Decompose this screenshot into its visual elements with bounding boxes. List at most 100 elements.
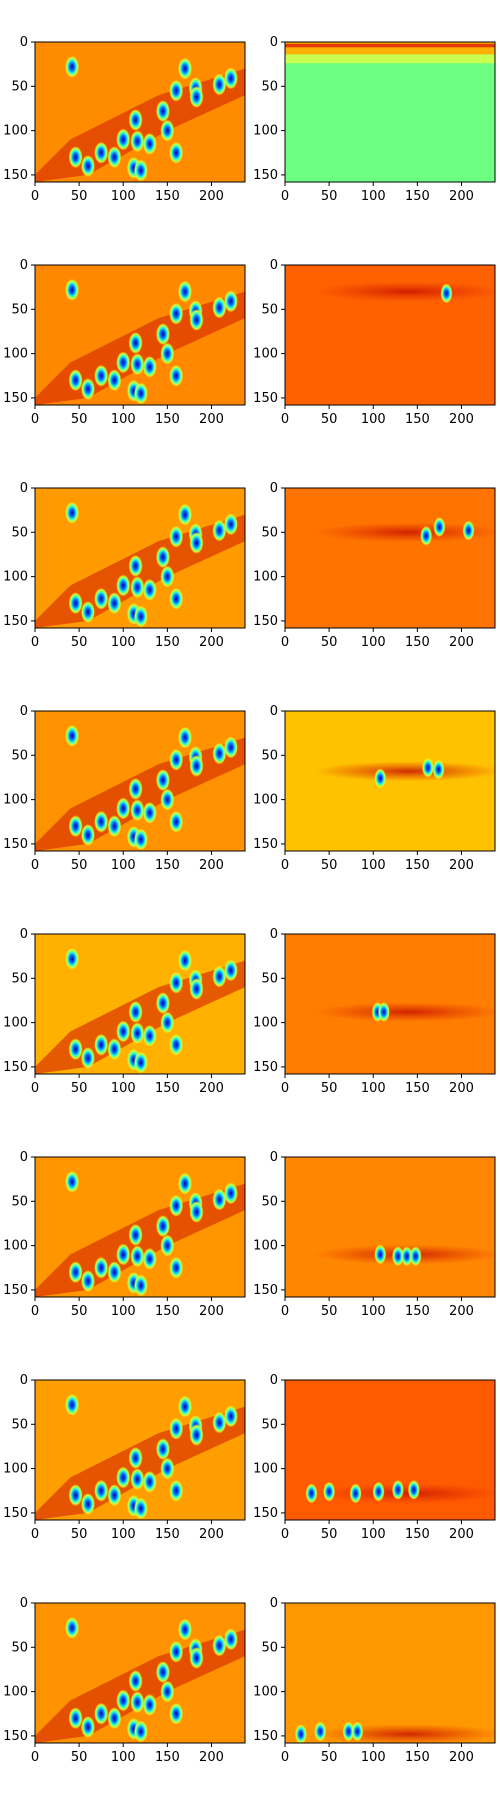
heatmap-band <box>314 761 495 782</box>
heatmap-band <box>314 522 495 543</box>
x-tick-label: 100 <box>111 1527 136 1542</box>
heatmap-blob <box>169 364 184 387</box>
heatmap-blob <box>133 1497 148 1520</box>
heatmap-image <box>285 488 495 628</box>
heatmap-blob <box>349 1483 362 1504</box>
heatmap-blob <box>133 382 148 405</box>
y-tick-label: 0 <box>270 258 278 273</box>
heatmap-blob <box>160 1011 175 1034</box>
y-tick-label: 50 <box>261 525 278 540</box>
y-tick-label: 50 <box>261 1640 278 1655</box>
heatmap-panel-r5-c2: 0 50 100 150 200 0 50 100 150 <box>253 927 496 1096</box>
heatmap-blob <box>294 1724 307 1743</box>
heatmap-blob <box>133 1720 148 1743</box>
x-tick-label: 150 <box>405 635 430 650</box>
y-tick-label: 50 <box>11 971 28 986</box>
heatmap-panel-r3-c2: 0 50 100 150 200 0 50 100 150 <box>253 481 496 650</box>
heatmap-blob <box>155 992 170 1015</box>
x-tick-label: 150 <box>155 1304 180 1319</box>
heatmap-blob <box>155 1661 170 1684</box>
axes-frame <box>284 1602 496 1744</box>
y-tick-label: 150 <box>253 837 278 852</box>
y-tick-label: 150 <box>253 168 278 183</box>
heatmap-blob <box>432 759 445 780</box>
x-tick-label: 0 <box>281 189 289 204</box>
x-tick-label: 150 <box>405 1304 430 1319</box>
heatmap-panel-r4-c1: 0 50 100 150 200 0 50 100 150 <box>3 704 246 873</box>
x-tick-label: 50 <box>321 635 338 650</box>
heatmap-blob <box>107 1484 122 1507</box>
x-tick-label: 100 <box>361 858 386 873</box>
y-tick-label: 50 <box>11 302 28 317</box>
heatmap-blob <box>80 155 95 178</box>
heatmap-blob <box>169 141 184 164</box>
heatmap-blob <box>169 1033 184 1056</box>
heatmap-blob <box>400 1246 413 1267</box>
heatmap-blob <box>68 815 83 838</box>
x-tick-label: 0 <box>281 1304 289 1319</box>
x-tick-label: 50 <box>321 858 338 873</box>
heatmap-blob <box>160 342 175 365</box>
y-tick-label: 50 <box>261 1417 278 1432</box>
x-tick-label: 0 <box>281 1527 289 1542</box>
y-tick-label: 0 <box>20 927 28 942</box>
heatmap-blob <box>178 726 192 749</box>
y-tick-label: 50 <box>11 79 28 94</box>
heatmap-image <box>35 1380 245 1520</box>
heatmap-blob <box>142 1024 157 1047</box>
heatmap-blob <box>68 369 83 392</box>
heatmap-blob <box>420 525 433 546</box>
x-tick-label: 100 <box>111 189 136 204</box>
x-tick-label: 0 <box>281 412 289 427</box>
heatmap-blob <box>116 1020 131 1043</box>
heatmap-image <box>35 711 245 851</box>
x-tick-label: 0 <box>31 1527 39 1542</box>
x-tick-label: 100 <box>361 1304 386 1319</box>
heatmap-blob <box>80 1493 95 1516</box>
heatmap-blob <box>212 296 227 319</box>
heatmap-panel-r8-c1: 0 50 100 150 200 0 50 100 150 <box>3 1596 246 1765</box>
heatmap-blob <box>223 1628 238 1651</box>
y-tick-label: 100 <box>3 570 28 585</box>
y-tick-label: 100 <box>3 1685 28 1700</box>
y-tick-label: 50 <box>11 1194 28 1209</box>
y-tick-label: 50 <box>11 525 28 540</box>
heatmap-image <box>285 1157 495 1297</box>
heatmap-blob <box>178 1618 192 1641</box>
heatmap-blob <box>160 1457 175 1480</box>
x-tick-label: 100 <box>111 635 136 650</box>
axes-frame <box>34 487 246 629</box>
heatmap-blob <box>68 1707 83 1730</box>
axes-frame <box>34 933 246 1075</box>
heatmap-blob <box>223 67 238 90</box>
y-tick-label: 150 <box>3 391 28 406</box>
y-tick-label: 100 <box>3 1016 28 1031</box>
heatmap-blob <box>65 724 80 747</box>
heatmap-blob <box>133 1051 148 1074</box>
heatmap-blob <box>189 308 204 331</box>
heatmap-background <box>285 1603 495 1743</box>
heatmap-image <box>285 42 495 182</box>
heatmap-blob <box>94 1479 109 1502</box>
heatmap-blob <box>128 554 143 577</box>
x-tick-label: 150 <box>405 1081 430 1096</box>
heatmap-blob <box>130 799 145 822</box>
axes-frame <box>284 264 496 406</box>
heatmap-blob <box>107 1707 122 1730</box>
axes-frame <box>284 487 496 629</box>
y-tick-label: 150 <box>3 837 28 852</box>
heatmap-blob <box>462 520 475 541</box>
heatmap-blob <box>116 1243 131 1266</box>
heatmap-panel-r4-c2: 0 50 100 150 200 0 50 100 150 <box>253 704 496 873</box>
heatmap-band <box>314 1001 495 1022</box>
x-tick-label: 100 <box>111 1081 136 1096</box>
y-tick-label: 0 <box>20 1596 28 1611</box>
heatmap-blob <box>189 754 204 777</box>
heatmap-blob <box>169 302 184 325</box>
heatmap-blob <box>160 788 175 811</box>
heatmap-image <box>35 265 245 405</box>
y-tick-label: 0 <box>20 1150 28 1165</box>
x-tick-label: 100 <box>111 412 136 427</box>
heatmap-blob <box>169 1640 184 1663</box>
